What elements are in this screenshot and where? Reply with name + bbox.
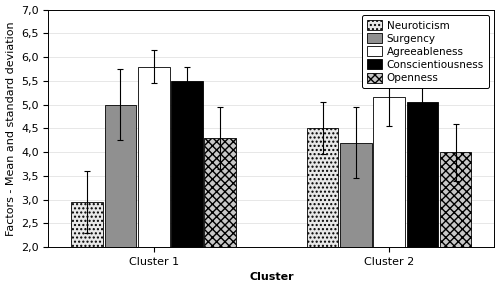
X-axis label: Cluster: Cluster [249, 272, 294, 283]
Bar [171, 81, 203, 247]
Bar [138, 67, 170, 247]
Bar [374, 97, 405, 247]
Legend: Neuroticism, Surgency, Agreeableness, Conscientiousness, Openness: Neuroticism, Surgency, Agreeableness, Co… [362, 15, 489, 88]
Bar [307, 128, 338, 247]
Bar [340, 143, 372, 247]
Bar [204, 138, 236, 247]
Bar [440, 152, 472, 247]
Bar [406, 102, 438, 247]
Bar [104, 105, 136, 247]
Y-axis label: Factors - Mean and standard deviation: Factors - Mean and standard deviation [6, 21, 16, 236]
Bar [72, 202, 103, 247]
